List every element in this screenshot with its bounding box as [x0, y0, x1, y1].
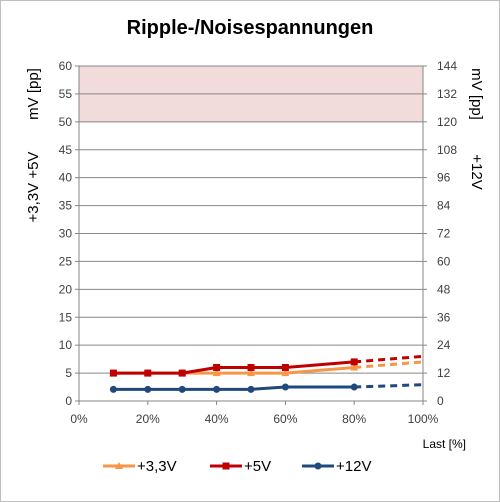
x-tick-5: 100% [408, 412, 439, 426]
series-2-point-1 [144, 385, 152, 393]
series-1-point-2 [178, 369, 186, 377]
y-tick-right-7: 84 [437, 199, 451, 213]
y-tick-left-11: 55 [59, 87, 73, 101]
x-tick-0: 0% [70, 412, 88, 426]
series-1-point-0 [109, 369, 117, 377]
y-tick-left-10: 50 [59, 115, 73, 129]
series-0-point-6 [350, 363, 359, 371]
y-tick-right-2: 24 [437, 338, 451, 352]
x-tick-1: 20% [136, 412, 160, 426]
series-0-point-3 [212, 369, 221, 377]
y-tick-right-6: 72 [437, 227, 451, 241]
y-tick-right-12: 144 [437, 59, 457, 73]
series-1-point-5 [281, 364, 289, 371]
y-ticks-right: 0 12 24 36 48 60 72 84 96 108 120 132 144 [423, 59, 457, 408]
y-tick-right-3: 36 [437, 310, 451, 324]
series-2-point-3 [213, 385, 221, 393]
y-tick-left-5: 25 [59, 254, 73, 268]
y-tick-right-1: 12 [437, 366, 451, 380]
y-axis-label-right-bottom: +12V [468, 154, 485, 189]
series-1-point-4 [247, 364, 255, 371]
series-projection-2 [354, 383, 424, 389]
series-2-point-5 [281, 383, 289, 391]
series-projection-0 [354, 360, 424, 369]
x-tick-3: 60% [273, 412, 297, 426]
legend-swatch-marker-2 [314, 462, 322, 470]
series-1 [109, 354, 424, 377]
y-tick-left-7: 35 [59, 199, 73, 213]
y-tick-right-5: 60 [437, 254, 451, 268]
legend-item-0: +3,3V [103, 458, 177, 475]
y-tick-right-10: 120 [437, 115, 457, 129]
legend-item-2: +12V [302, 458, 371, 475]
y-tick-right-11: 132 [437, 87, 457, 101]
y-tick-left-6: 30 [59, 227, 73, 241]
gridlines [79, 65, 423, 374]
legend-swatch-marker-0 [115, 462, 123, 469]
y-tick-left-2: 10 [59, 338, 73, 352]
y-axis-label-right-top: mV [pp] [468, 68, 485, 120]
series-0-point-4 [247, 369, 255, 377]
legend-label-2: +12V [336, 458, 371, 475]
series-2-point-6 [350, 383, 358, 391]
legend-swatch-marker-1 [222, 462, 230, 470]
y-axis-label-left-top: mV [pp] [25, 68, 42, 120]
series-1-point-6 [350, 358, 358, 366]
series-1-point-1 [144, 369, 152, 377]
y-tick-left-1: 5 [65, 366, 72, 380]
legend: +3,3V +5V +12V [103, 458, 371, 475]
series-projection-1 [354, 354, 424, 364]
y-tick-left-4: 20 [59, 282, 73, 296]
y-tick-left-0: 0 [65, 394, 72, 408]
y-axis-label-left-bottom: +3,3V +5V [25, 152, 42, 223]
y-tick-left-9: 45 [59, 143, 73, 157]
chart-title: Ripple-/Noisespannungen [127, 17, 374, 39]
y-tick-right-9: 108 [437, 143, 457, 157]
x-tick-2: 40% [205, 412, 229, 426]
legend-label-1: +5V [244, 458, 271, 475]
y-tick-left-3: 15 [59, 310, 73, 324]
y-tick-left-8: 40 [59, 171, 73, 185]
y-tick-right-8: 96 [437, 171, 451, 185]
series-2-point-4 [247, 385, 255, 393]
series-1-point-3 [213, 364, 221, 371]
series-layer [109, 354, 424, 393]
x-tick-4: 80% [342, 412, 366, 426]
series-2 [109, 383, 424, 393]
series-0-point-5 [281, 369, 290, 377]
x-axis-label: Last [%] [423, 437, 466, 451]
series-2-point-0 [109, 385, 117, 393]
x-ticks: 0% 20% 40% 60% 80% 100% [70, 401, 439, 426]
legend-item-1: +5V [210, 458, 271, 475]
y-tick-right-4: 48 [437, 282, 451, 296]
series-2-point-2 [178, 385, 186, 393]
y-tick-right-0: 0 [437, 394, 444, 408]
y-ticks-left: 0 5 10 15 20 25 30 35 40 45 50 55 60 [59, 59, 79, 408]
y-tick-left-12: 60 [59, 59, 73, 73]
legend-label-0: +3,3V [137, 458, 177, 475]
